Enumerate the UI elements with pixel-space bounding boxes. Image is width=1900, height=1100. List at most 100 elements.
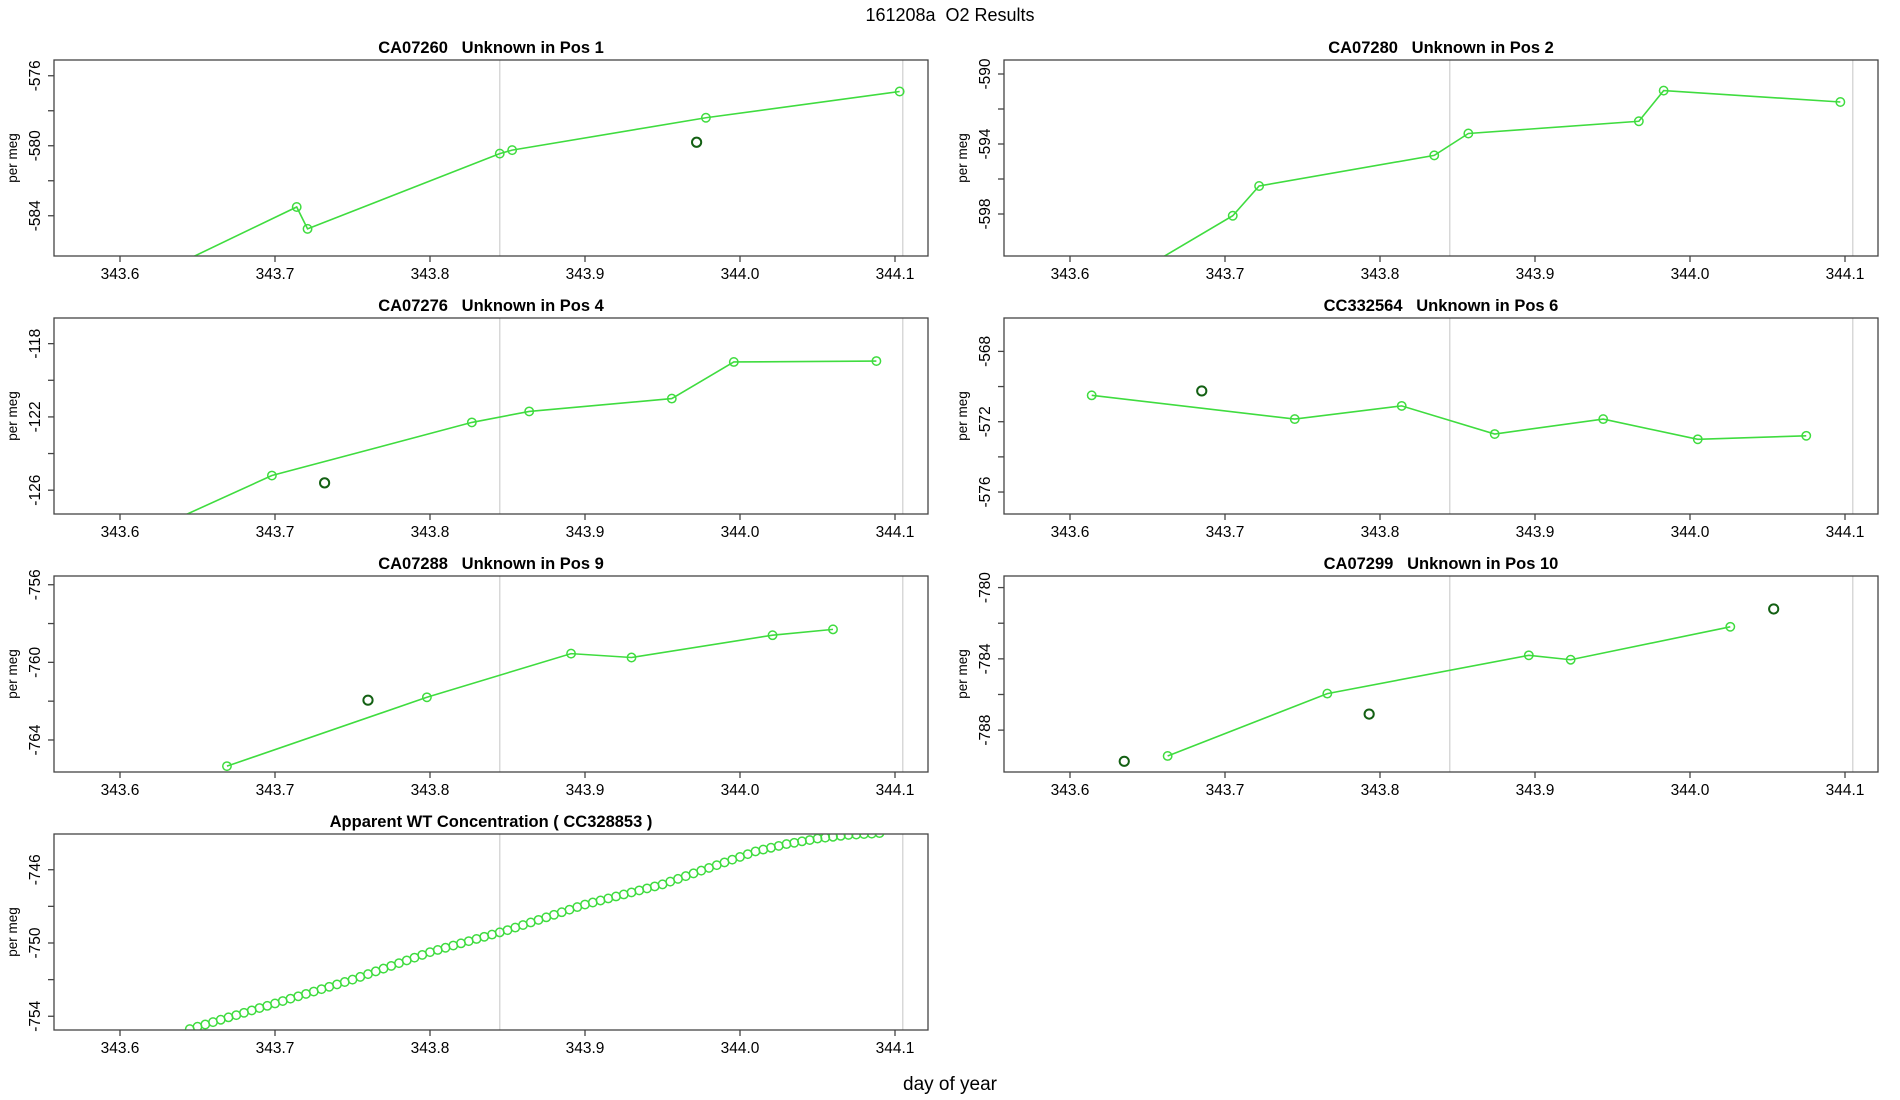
x-tick-label: 343.7 — [256, 266, 295, 283]
x-tick-label: 343.9 — [566, 1040, 605, 1057]
data-point-marker — [566, 648, 576, 659]
data-point-marker — [494, 148, 505, 159]
data-point-marker — [789, 837, 800, 848]
subplot-ca07288-pos9: 343.6 343.7 343.8 343.9 344.0 344.1 -756 -760 -7… — [0, 546, 950, 804]
x-tick-label: 343.8 — [411, 266, 450, 283]
x-axis: 343.6 343.7 343.8 343.9 344.0 344.1 — [1051, 256, 1865, 283]
y-tick-label: -580 — [27, 130, 44, 161]
y-tick-label: -598 — [977, 198, 994, 229]
subplot-canvas-1: 343.6 343.7 343.8 343.9 344.0 344.1 -590-594-5… — [955, 39, 1879, 283]
y-tick-label: -590 — [977, 58, 994, 89]
y-tick-label: -584 — [27, 200, 44, 231]
y-tick-label: -780 — [977, 572, 994, 603]
data-point-marker — [894, 86, 905, 97]
x-tick-label: 344.0 — [721, 1040, 760, 1057]
plot-box — [53, 833, 929, 1031]
outlier-point-marker — [1118, 755, 1130, 767]
data-point-marker — [781, 839, 792, 850]
data-point-marker — [222, 761, 232, 772]
x-tick-label: 343.7 — [256, 782, 295, 799]
subplot-canvas-6: 343.6 343.7 343.8 343.9 344.0 344.1-746-750-7… — [5, 813, 929, 1057]
subplot-canvas-3: 343.6 343.7 343.8 343.9 344.0 344.1-568-572-5… — [955, 297, 1879, 541]
data-point-marker — [666, 393, 677, 404]
y-axis: -590 -594 -598 — [977, 58, 1004, 230]
x-tick-label: 344.0 — [721, 782, 760, 799]
y-tick-label: -572 — [977, 406, 994, 437]
data-point-marker — [1598, 414, 1609, 425]
data-point-marker — [728, 357, 739, 367]
x-tick-label: 343.6 — [1051, 524, 1090, 541]
plot-box — [53, 317, 929, 515]
series-line — [226, 628, 834, 767]
x-tick-label: 343.6 — [101, 524, 140, 541]
outlier-point-marker — [1768, 603, 1780, 615]
y-tick-label: -122 — [27, 401, 44, 432]
series-line — [1091, 394, 1807, 441]
data-point-marker — [1289, 414, 1300, 425]
subplot-title: CA07260 Unknown in Pos 1 — [378, 39, 604, 57]
series-line — [193, 90, 900, 256]
data-point-marker — [291, 202, 302, 212]
y-tick-label: -750 — [27, 927, 44, 958]
gridlines — [499, 834, 904, 1030]
x-tick-label: 344.0 — [721, 524, 760, 541]
data-point-marker — [1692, 434, 1703, 445]
data-series — [186, 356, 882, 514]
y-tick-label: -576 — [977, 477, 994, 508]
gridlines — [499, 60, 904, 256]
x-tick-label: 343.7 — [256, 1040, 295, 1057]
x-tick-label: 344.1 — [1826, 266, 1865, 283]
x-tick-label: 343.9 — [1516, 782, 1555, 799]
data-series — [184, 834, 885, 1030]
data-point-marker — [1523, 650, 1534, 661]
y-axis: -746 -750 -754 — [27, 854, 54, 1032]
data-point-marker — [1463, 128, 1474, 139]
gridlines — [1449, 318, 1854, 514]
subplot-canvas-2: 343.6 343.7 343.8 343.9 344.0 344.1-118-122-1… — [5, 297, 929, 541]
plot-box — [1003, 59, 1879, 257]
data-point-marker — [828, 624, 838, 635]
x-axis: 343.6 343.7 343.8 343.9 344.0 344.1 — [101, 256, 915, 283]
data-point-marker — [859, 834, 869, 839]
plot-box — [1003, 575, 1879, 773]
y-axis: -118 -122 -126 — [27, 329, 54, 506]
y-axis-title: per meg — [955, 133, 970, 183]
main-title: 161208a O2 Results — [865, 5, 1035, 25]
subplot-title: CA07276 Unknown in Pos 4 — [378, 297, 604, 315]
outlier-point-marker — [362, 694, 374, 706]
outlier-point-marker — [319, 477, 331, 489]
series-line — [186, 360, 877, 514]
data-point-marker — [626, 652, 637, 663]
data-series — [222, 624, 838, 772]
y-axis-title: per meg — [955, 391, 970, 441]
data-point-marker — [1633, 116, 1644, 127]
data-point-marker — [466, 417, 477, 428]
outlier-point-marker — [691, 136, 703, 148]
subplot-title: CA07288 Unknown in Pos 9 — [378, 555, 604, 573]
y-tick-label: -576 — [27, 60, 44, 91]
x-axis-label: day of year — [903, 1074, 997, 1095]
x-tick-label: 343.6 — [101, 1040, 140, 1057]
data-point-marker — [797, 836, 807, 847]
x-tick-label: 344.1 — [876, 266, 915, 283]
subplot-cc332564-pos6: 343.6 343.7 343.8 343.9 344.0 344.1 -568 -572 -5… — [950, 288, 1900, 546]
data-point-marker — [1725, 621, 1736, 632]
y-axis-title: per meg — [5, 649, 20, 699]
data-point-marker — [524, 406, 535, 417]
subplot-title: CC332564 Unknown in Pos 6 — [1324, 297, 1559, 315]
subplot-title: CA07280 Unknown in Pos 2 — [1328, 39, 1554, 57]
y-axis: -756 -760 -764 — [27, 569, 54, 755]
data-point-marker — [1128, 271, 1136, 279]
data-point-marker — [1801, 430, 1812, 441]
subplot-canvas-5: 343.6 343.7 343.8 343.9 344.0 344.1-780-784-7… — [955, 555, 1879, 799]
y-tick-label: -126 — [27, 475, 44, 506]
y-axis: -568 -572 -576 — [977, 336, 1004, 508]
plot-box — [1003, 317, 1879, 515]
plot-box — [53, 575, 929, 773]
data-point-marker — [302, 223, 313, 234]
y-axis-title: per meg — [5, 907, 20, 957]
y-tick-label: -756 — [27, 569, 44, 600]
x-tick-label: 344.0 — [721, 266, 760, 283]
x-axis: 343.6 343.7 343.8 343.9 344.0 344.1 — [1051, 772, 1864, 799]
data-point-marker — [1254, 181, 1265, 191]
